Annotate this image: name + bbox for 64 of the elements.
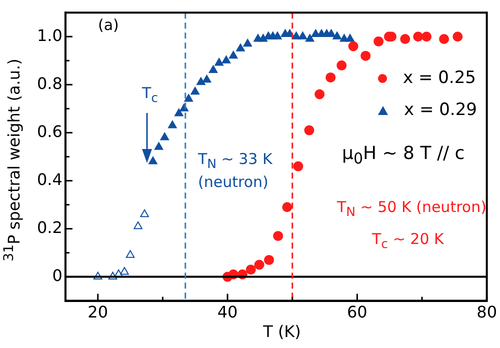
annotation: (neutron) [198, 173, 268, 191]
point [196, 77, 206, 85]
point [264, 254, 274, 265]
x-axis-title: T (K) [263, 322, 301, 341]
point [258, 34, 268, 42]
y-tick-label: 0.6 [36, 122, 62, 141]
point [305, 34, 314, 42]
point [174, 108, 184, 116]
y-tick-label: 0.4 [36, 170, 62, 189]
annotation: (a) [98, 16, 119, 34]
point [422, 32, 432, 42]
point [314, 89, 325, 100]
point [298, 32, 308, 40]
point [243, 38, 252, 47]
point [346, 34, 354, 42]
point [184, 94, 194, 102]
point [282, 202, 292, 212]
point [254, 260, 264, 270]
point [413, 32, 424, 42]
x-tick-label: 40 [217, 302, 238, 322]
point [120, 266, 129, 275]
point [348, 41, 358, 52]
legend-label: x = 0.25 [403, 68, 476, 88]
point [202, 74, 212, 83]
point [273, 32, 282, 40]
point [452, 32, 463, 42]
point [293, 161, 304, 172]
point [336, 60, 347, 70]
point [304, 125, 314, 136]
annotation: μ$_{0}$H ~ 8 T // c [342, 143, 465, 168]
point [208, 65, 218, 73]
point [326, 72, 336, 82]
annotation: T$_{N}$ ~ 33 K [198, 150, 272, 171]
y-tick-label: 0.2 [36, 218, 62, 237]
point [154, 142, 164, 150]
legend-label: x = 0.29 [404, 100, 477, 120]
point [190, 86, 200, 95]
y-tick-label: 0.8 [36, 74, 62, 93]
point [168, 120, 177, 128]
annotation: T$_{c}$ ~ 20 K [372, 230, 444, 251]
x-tick-label: 80 [476, 302, 497, 322]
annotation: T$_{c}$ [142, 84, 158, 105]
point [214, 58, 224, 66]
point [236, 44, 245, 52]
point [360, 50, 371, 61]
point [228, 50, 238, 59]
y-tick-label: 1.0 [36, 26, 62, 45]
point [148, 156, 158, 164]
x-tick-label: 60 [346, 302, 368, 322]
point [439, 34, 450, 44]
y-tick-label: 0 [52, 266, 62, 285]
point [374, 36, 384, 46]
x-tick-label: 20 [88, 302, 108, 322]
point [160, 132, 170, 140]
point [140, 209, 149, 218]
point [246, 264, 256, 275]
point [126, 250, 135, 258]
annotation: T$_{N}$ ~ 50 K (neutron) [337, 198, 486, 219]
point [400, 34, 410, 44]
point [134, 221, 142, 230]
point [273, 230, 284, 241]
point [222, 56, 231, 64]
point [292, 32, 301, 40]
point [332, 32, 342, 40]
